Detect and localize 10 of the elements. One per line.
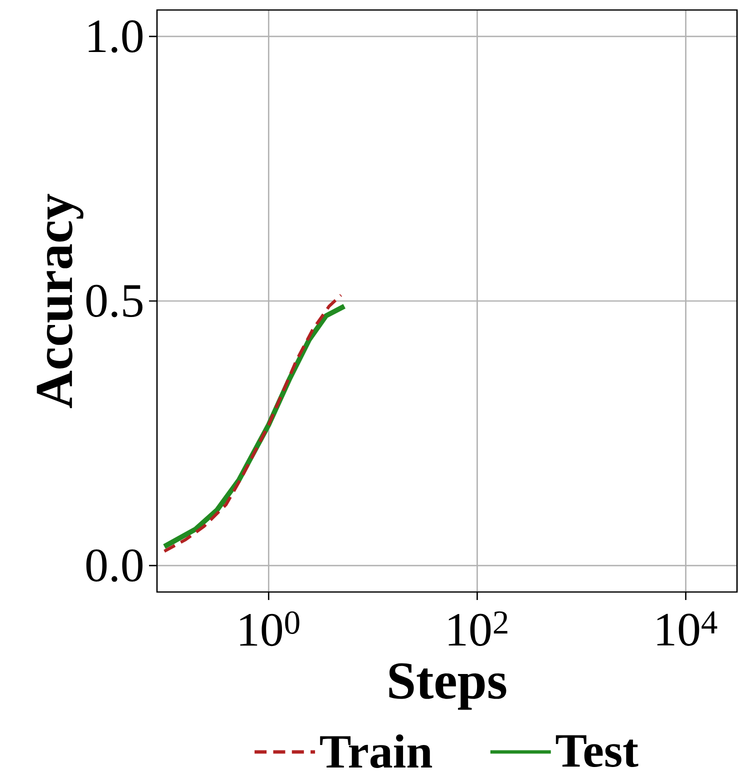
legend-label: Train xyxy=(320,734,432,768)
legend-label: Test xyxy=(556,735,638,768)
x-tick-label: 10$^{0}$ xyxy=(240,611,300,646)
y-axis-title: Accuracy xyxy=(36,194,84,408)
y-tick-label: 0.5 xyxy=(86,284,142,318)
y-tick-label: 0.0 xyxy=(86,549,143,582)
x-tick-label: 10$^{2}$ xyxy=(448,611,508,646)
y-tick-label: 1.0 xyxy=(88,20,143,53)
x-axis-title: Steps xyxy=(389,663,506,710)
x-tick-label: 10$^{4}$ xyxy=(657,611,718,646)
